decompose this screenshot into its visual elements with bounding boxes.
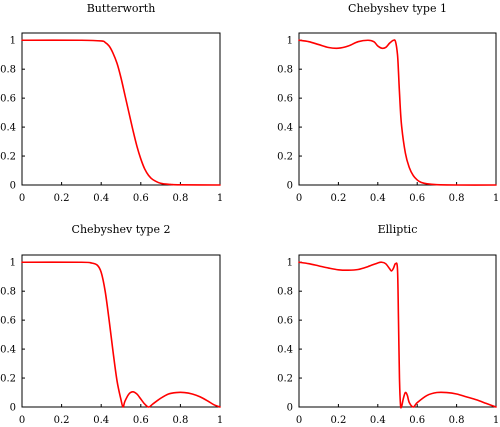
- chart-panel: Butterworth 0 0.2 0.4 0.6 0.8 1 0 0.2 0.4 0.6 0.8 1: [0, 2, 223, 204]
- x-tick-label: 0.8: [449, 193, 465, 204]
- chart-title: Chebyshev type 1: [348, 2, 447, 15]
- chart-title: Butterworth: [87, 2, 156, 15]
- x-tick-label: 0.4: [370, 193, 386, 204]
- y-tick-label: 0.4: [0, 123, 16, 134]
- x-tick-label: 1: [493, 415, 499, 426]
- x-tick-label: 0.6: [133, 415, 149, 426]
- x-tick-label: 0.4: [93, 415, 109, 426]
- x-tick-label: 0: [296, 415, 302, 426]
- y-tick-label: 1: [287, 36, 293, 47]
- y-tick-label: 0.2: [0, 152, 16, 163]
- y-tick-label: 1: [10, 36, 16, 47]
- x-tick-label: 0.4: [370, 415, 386, 426]
- y-tick-label: 0.8: [277, 287, 293, 298]
- chart-panel: Chebyshev type 1 0 0.2 0.4 0.6 0.8 1 0 0.2 0.4 0.6…: [277, 2, 499, 204]
- plot-frame: [298, 254, 497, 408]
- x-tick-label: 0.6: [409, 193, 425, 204]
- y-tick-label: 0.8: [277, 65, 293, 76]
- chart-panel: Elliptic 0 0.2 0.4 0.6 0.8 1 0 0.2 0.4 0.6 0.8 1: [277, 223, 499, 426]
- series-line: [298, 39, 497, 186]
- y-tick-label: 0.6: [277, 94, 293, 105]
- chart-title: Chebyshev type 2: [72, 223, 171, 236]
- y-tick-label: 0.4: [0, 345, 16, 356]
- y-tick-label: 0.6: [277, 316, 293, 327]
- y-tick-label: 0.6: [0, 316, 16, 327]
- series-line: [21, 261, 221, 408]
- x-tick-label: 1: [493, 193, 499, 204]
- x-tick-label: 1: [217, 193, 223, 204]
- plot-frame: [21, 32, 221, 186]
- x-tick-label: 0: [19, 193, 25, 204]
- plot-frame: [21, 254, 221, 408]
- x-tick-label: 0.6: [133, 193, 149, 204]
- x-tick-label: 1: [217, 415, 223, 426]
- chart-title: Elliptic: [378, 223, 418, 236]
- x-tick-label: 0.4: [93, 193, 109, 204]
- y-tick-label: 0.6: [0, 94, 16, 105]
- x-tick-label: 0.8: [449, 415, 465, 426]
- x-tick-label: 0.8: [172, 415, 188, 426]
- y-tick-label: 0.8: [0, 287, 16, 298]
- y-tick-label: 0.4: [277, 123, 293, 134]
- y-tick-label: 0: [10, 181, 16, 192]
- x-tick-label: 0.8: [172, 193, 188, 204]
- x-tick-label: 0.2: [330, 193, 346, 204]
- y-tick-label: 0: [287, 181, 293, 192]
- y-tick-label: 0.2: [277, 152, 293, 163]
- y-tick-label: 0.2: [0, 374, 16, 385]
- y-tick-label: 0.4: [277, 345, 293, 356]
- plot-frame: [298, 32, 497, 186]
- x-tick-label: 0: [296, 193, 302, 204]
- x-tick-label: 0.2: [54, 415, 70, 426]
- y-tick-label: 0.2: [277, 374, 293, 385]
- series-line: [298, 261, 497, 409]
- y-tick-label: 0.8: [0, 65, 16, 76]
- y-tick-label: 0: [10, 403, 16, 414]
- chart-panel: Chebyshev type 2 0 0.2 0.4 0.6 0.8 1 0 0.2 0.4 0.6…: [0, 223, 223, 426]
- y-tick-label: 1: [10, 258, 16, 269]
- series-line: [21, 39, 221, 186]
- y-tick-label: 0: [287, 403, 293, 414]
- x-tick-label: 0.6: [409, 415, 425, 426]
- x-tick-label: 0.2: [54, 193, 70, 204]
- x-tick-label: 0.2: [330, 415, 346, 426]
- y-tick-label: 1: [287, 258, 293, 269]
- x-tick-label: 0: [19, 415, 25, 426]
